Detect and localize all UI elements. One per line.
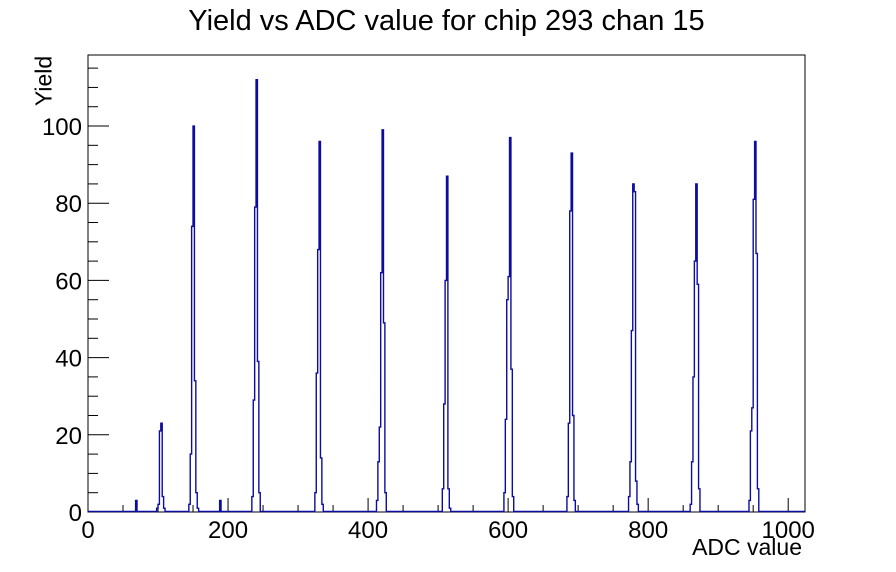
x-tick-label: 800 (628, 517, 668, 544)
x-tick-label: 400 (348, 517, 388, 544)
y-tick-label: 0 (69, 500, 82, 527)
x-tick-label: 200 (208, 517, 248, 544)
y-tick-label: 60 (55, 268, 82, 295)
y-axis-title: Yield (30, 55, 57, 107)
y-tick-label: 100 (42, 114, 82, 141)
x-tick-label: 0 (81, 517, 94, 544)
x-tick-label: 600 (488, 517, 528, 544)
y-tick-label: 80 (55, 191, 82, 218)
y-tick-label: 20 (55, 423, 82, 450)
chart-title: Yield vs ADC value for chip 293 chan 15 (188, 5, 705, 37)
plot-frame-border (87, 54, 806, 513)
x-axis-title: ADC value (692, 534, 802, 560)
x-tick-label: 1000 (762, 517, 815, 544)
y-tick-label: 40 (55, 346, 82, 373)
histogram-line (88, 79, 805, 513)
